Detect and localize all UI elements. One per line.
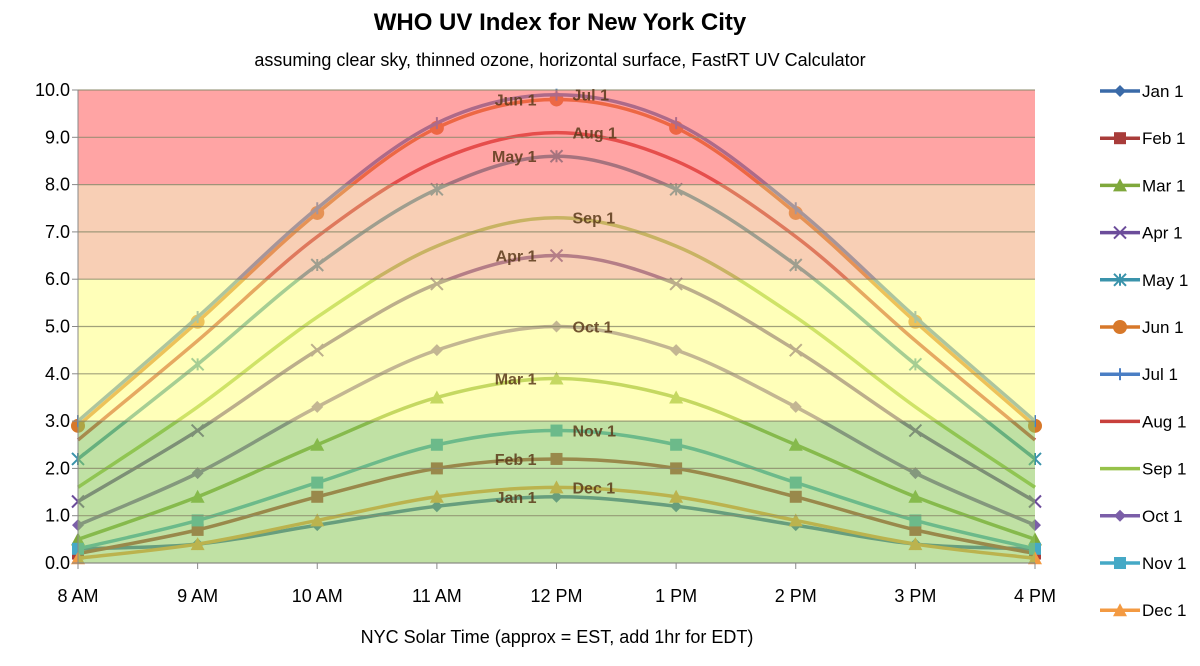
legend-item-nov-1: Nov 1	[1100, 554, 1186, 573]
gridlines	[78, 89, 1035, 564]
legend-item-feb-1: Feb 1	[1100, 129, 1185, 148]
series-label: Oct 1	[573, 320, 613, 337]
series-label: Jul 1	[573, 88, 610, 105]
series-label: Jun 1	[495, 92, 537, 109]
uv-band-3-6	[78, 279, 1035, 422]
legend-marker	[1113, 320, 1127, 334]
chart-subtitle: assuming clear sky, thinned ozone, horiz…	[254, 50, 865, 70]
legend-marker	[1113, 225, 1127, 240]
legend-label: Dec 1	[1142, 601, 1186, 620]
series-label: Dec 1	[573, 480, 616, 497]
y-tick-label: 7.0	[45, 222, 70, 242]
series-label: Jan 1	[496, 490, 537, 507]
x-tick-label: 1 PM	[655, 586, 697, 606]
legend-item-may-1: May 1	[1100, 271, 1188, 290]
y-tick-label: 0.0	[45, 553, 70, 573]
legend-item-mar-1: Mar 1	[1100, 176, 1185, 195]
legend-marker	[1113, 273, 1127, 287]
legend-label: Aug 1	[1142, 412, 1186, 431]
legend-marker	[1114, 509, 1126, 522]
legend: Jan 1 Feb 1 Mar 1 Apr 1 May 1 Jun 1 Jul 1 Aug 1…	[1100, 82, 1188, 620]
x-axis-title: NYC Solar Time (approx = EST, add 1hr fo…	[361, 627, 754, 647]
series-label: Feb 1	[495, 452, 537, 469]
y-tick-label: 1.0	[45, 506, 70, 526]
series-label: Aug 1	[573, 126, 618, 143]
legend-marker	[1114, 132, 1126, 145]
chart-title: WHO UV Index for New York City	[374, 9, 747, 36]
legend-item-dec-1: Dec 1	[1100, 601, 1186, 620]
x-tick-label: 11 AM	[412, 586, 462, 606]
legend-item-oct-1: Oct 1	[1100, 507, 1183, 526]
legend-label: May 1	[1142, 271, 1188, 290]
legend-label: Nov 1	[1142, 554, 1186, 573]
axes: 0.0 1.0 2.0 3.0 4.0 5.0 6.0 7.0 8.0 9.0 10.0 8 AM 9 …	[35, 80, 1056, 606]
legend-label: Apr 1	[1142, 224, 1183, 243]
legend-item-jan-1: Jan 1	[1100, 82, 1184, 101]
x-tick-label: 2 PM	[775, 586, 817, 606]
legend-marker	[1113, 603, 1127, 617]
series-label: Sep 1	[573, 211, 616, 228]
x-tick-label: 3 PM	[894, 586, 936, 606]
series-label: Nov 1	[573, 424, 617, 441]
y-tick-label: 8.0	[45, 175, 70, 195]
x-tick-label: 4 PM	[1014, 586, 1056, 606]
series-labels: Jan 1 Feb 1 Mar 1 Apr 1 May 1 Jun 1 Jul 1 Aug 1…	[492, 88, 617, 507]
y-tick-label: 3.0	[45, 411, 70, 431]
y-tick-label: 4.0	[45, 364, 70, 384]
legend-marker	[1114, 557, 1126, 569]
x-tick-label: 12 PM	[530, 586, 582, 606]
legend-label: Oct 1	[1142, 507, 1183, 526]
legend-item-apr-1: Apr 1	[1100, 224, 1183, 243]
legend-marker	[1113, 178, 1127, 192]
x-tick-label: 8 AM	[57, 586, 98, 606]
series-label: May 1	[492, 149, 537, 166]
legend-marker	[1114, 85, 1126, 97]
legend-label: Feb 1	[1142, 129, 1185, 148]
legend-item-jul-1: Jul 1	[1100, 365, 1178, 384]
y-tick-label: 5.0	[45, 317, 70, 337]
uv-band-0-3	[78, 421, 1035, 563]
y-tick-label: 10.0	[35, 80, 70, 100]
y-tick-label: 6.0	[45, 269, 70, 289]
x-tick-label: 10 AM	[292, 586, 343, 606]
legend-label: Jun 1	[1142, 318, 1184, 337]
series-label: Mar 1	[495, 372, 537, 389]
legend-label: Jan 1	[1142, 82, 1184, 101]
y-tick-label: 9.0	[45, 127, 70, 147]
legend-label: Sep 1	[1142, 460, 1186, 479]
legend-item-sep-1: Sep 1	[1100, 460, 1186, 479]
legend-label: Mar 1	[1142, 176, 1185, 195]
y-tick-label: 2.0	[45, 458, 70, 478]
legend-label: Jul 1	[1142, 365, 1178, 384]
legend-item-aug-1: Aug 1	[1100, 412, 1186, 431]
legend-item-jun-1: Jun 1	[1100, 318, 1184, 337]
series-label: Apr 1	[496, 249, 537, 266]
x-tick-label: 9 AM	[177, 586, 218, 606]
